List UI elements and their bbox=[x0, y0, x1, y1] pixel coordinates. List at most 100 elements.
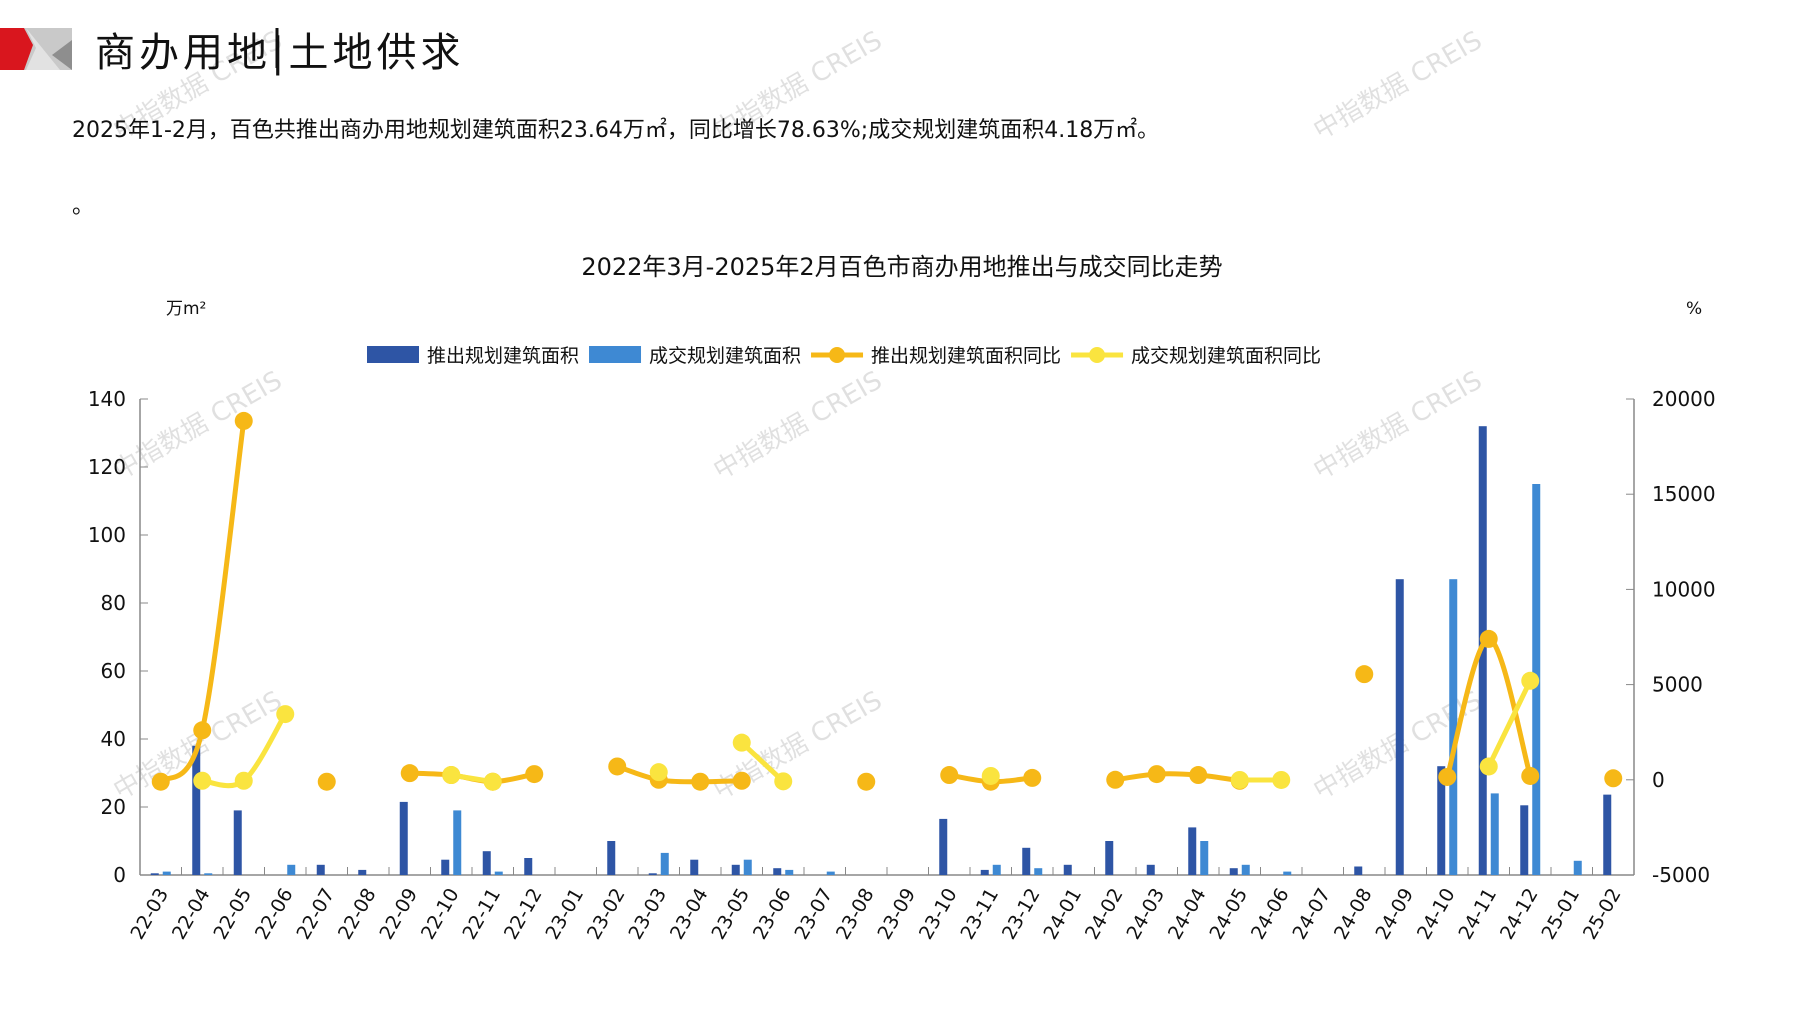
line-2 bbox=[158, 420, 247, 784]
legend-label-2: 推出规划建筑面积同比 bbox=[871, 345, 1061, 367]
bar-deal bbox=[204, 873, 213, 875]
line-marker-3 bbox=[649, 763, 668, 782]
bar-supply bbox=[1603, 794, 1612, 875]
x-tick-label: 23-02 bbox=[583, 885, 630, 944]
bar-supply bbox=[690, 859, 699, 875]
x-tick-label: 24-02 bbox=[1081, 885, 1128, 944]
line-marker-2 bbox=[691, 772, 710, 791]
x-tick-label: 23-12 bbox=[998, 885, 1045, 944]
bar-deal bbox=[1490, 793, 1499, 875]
legend-swatch-marker-3 bbox=[1089, 347, 1106, 363]
x-tick-label: 23-05 bbox=[707, 885, 754, 944]
line-marker-2 bbox=[1521, 766, 1540, 785]
left-tick-label: 0 bbox=[113, 863, 126, 887]
bar-supply bbox=[1478, 426, 1487, 875]
line-marker-3 bbox=[981, 766, 1000, 785]
line-marker-2 bbox=[1147, 765, 1166, 784]
bar-supply bbox=[1520, 805, 1529, 875]
bar-deal bbox=[992, 864, 1001, 875]
bar-supply bbox=[1354, 866, 1363, 875]
bar-supply bbox=[1188, 827, 1197, 875]
right-tick-label: 5000 bbox=[1652, 673, 1703, 697]
x-tick-label: 25-02 bbox=[1579, 885, 1626, 944]
x-tick-label: 23-09 bbox=[873, 885, 920, 944]
left-tick-label: 20 bbox=[101, 795, 126, 819]
line-marker-2 bbox=[732, 771, 751, 790]
bar-supply bbox=[773, 868, 782, 875]
bar-supply bbox=[648, 873, 657, 875]
legend-label-0: 推出规划建筑面积 bbox=[427, 345, 579, 367]
x-tick-label: 22-10 bbox=[417, 885, 464, 944]
x-tick-label: 24-08 bbox=[1330, 885, 1377, 944]
x-tick-label: 22-06 bbox=[251, 885, 298, 944]
line-marker-2 bbox=[400, 764, 419, 783]
line-marker-2 bbox=[151, 772, 170, 791]
bar-deal bbox=[1573, 860, 1582, 875]
bar-deal bbox=[287, 864, 296, 875]
legend-label-3: 成交规划建筑面积同比 bbox=[1131, 345, 1321, 367]
bar-supply bbox=[939, 818, 948, 875]
bar-deal bbox=[1034, 868, 1043, 875]
x-tick-label: 23-03 bbox=[624, 885, 671, 944]
bar-deal bbox=[1241, 864, 1250, 875]
line-marker-3 bbox=[1230, 770, 1249, 789]
line-marker-2 bbox=[1438, 767, 1457, 786]
bar-supply bbox=[441, 859, 450, 875]
line-marker-2 bbox=[857, 772, 876, 791]
line-marker-2 bbox=[1023, 768, 1042, 787]
x-tick-label: 24-01 bbox=[1039, 885, 1086, 944]
legend-swatch-0 bbox=[367, 346, 419, 363]
x-tick-label: 22-12 bbox=[500, 885, 547, 944]
watermark: 中指数据 CREIS bbox=[109, 26, 288, 147]
line-marker-3 bbox=[442, 766, 461, 785]
left-tick-label: 40 bbox=[101, 727, 126, 751]
x-tick-label: 23-01 bbox=[541, 885, 588, 944]
line-marker-2 bbox=[1479, 629, 1498, 648]
left-tick-label: 100 bbox=[88, 523, 126, 547]
x-tick-label: 24-11 bbox=[1454, 885, 1501, 944]
bar-deal bbox=[494, 871, 503, 875]
watermark: 中指数据 CREIS bbox=[1309, 366, 1488, 487]
x-tick-label: 25-01 bbox=[1537, 885, 1584, 944]
bar-supply bbox=[150, 873, 159, 875]
line-marker-2 bbox=[525, 765, 544, 784]
line-2 bbox=[1114, 771, 1241, 784]
x-tick-label: 24-12 bbox=[1496, 885, 1543, 944]
line-marker-3 bbox=[732, 733, 751, 752]
line-marker-3 bbox=[234, 771, 253, 790]
bar-supply bbox=[399, 801, 408, 875]
left-tick-label: 120 bbox=[88, 455, 126, 479]
bar-supply bbox=[1395, 579, 1404, 875]
x-tick-label: 23-06 bbox=[749, 885, 796, 944]
line-marker-3 bbox=[1479, 757, 1498, 776]
bar-supply bbox=[1063, 864, 1072, 875]
line-marker-2 bbox=[234, 411, 253, 430]
bar-deal bbox=[453, 810, 462, 875]
summary-text-line2: 。 bbox=[72, 194, 95, 219]
x-tick-label: 22-07 bbox=[292, 885, 339, 944]
line-marker-2 bbox=[1189, 766, 1208, 785]
x-tick-label: 24-05 bbox=[1205, 885, 1252, 944]
x-tick-label: 24-09 bbox=[1371, 885, 1418, 944]
bar-deal bbox=[660, 852, 669, 875]
line-marker-3 bbox=[193, 771, 212, 790]
x-tick-label: 23-07 bbox=[790, 885, 837, 944]
left-tick-label: 140 bbox=[88, 387, 126, 411]
bar-supply bbox=[482, 851, 491, 875]
watermark: 中指数据 CREIS bbox=[709, 366, 888, 487]
bar-supply bbox=[731, 864, 740, 875]
right-axis-unit: % bbox=[1686, 299, 1702, 319]
bar-supply bbox=[1146, 864, 1155, 875]
line-marker-3 bbox=[1521, 671, 1540, 690]
summary-text: 2025年1-2月，百色共推出商办用地规划建筑面积23.64万㎡，同比增长78.… bbox=[72, 118, 1160, 143]
legend-swatch-marker-2 bbox=[829, 347, 846, 363]
line-marker-3 bbox=[1272, 770, 1291, 789]
x-tick-label: 24-03 bbox=[1122, 885, 1169, 944]
bar-deal bbox=[1200, 841, 1209, 875]
watermark: 中指数据 CREIS bbox=[1309, 26, 1488, 147]
left-tick-label: 60 bbox=[101, 659, 126, 683]
right-tick-label: 0 bbox=[1652, 768, 1665, 792]
bar-supply bbox=[980, 869, 989, 875]
